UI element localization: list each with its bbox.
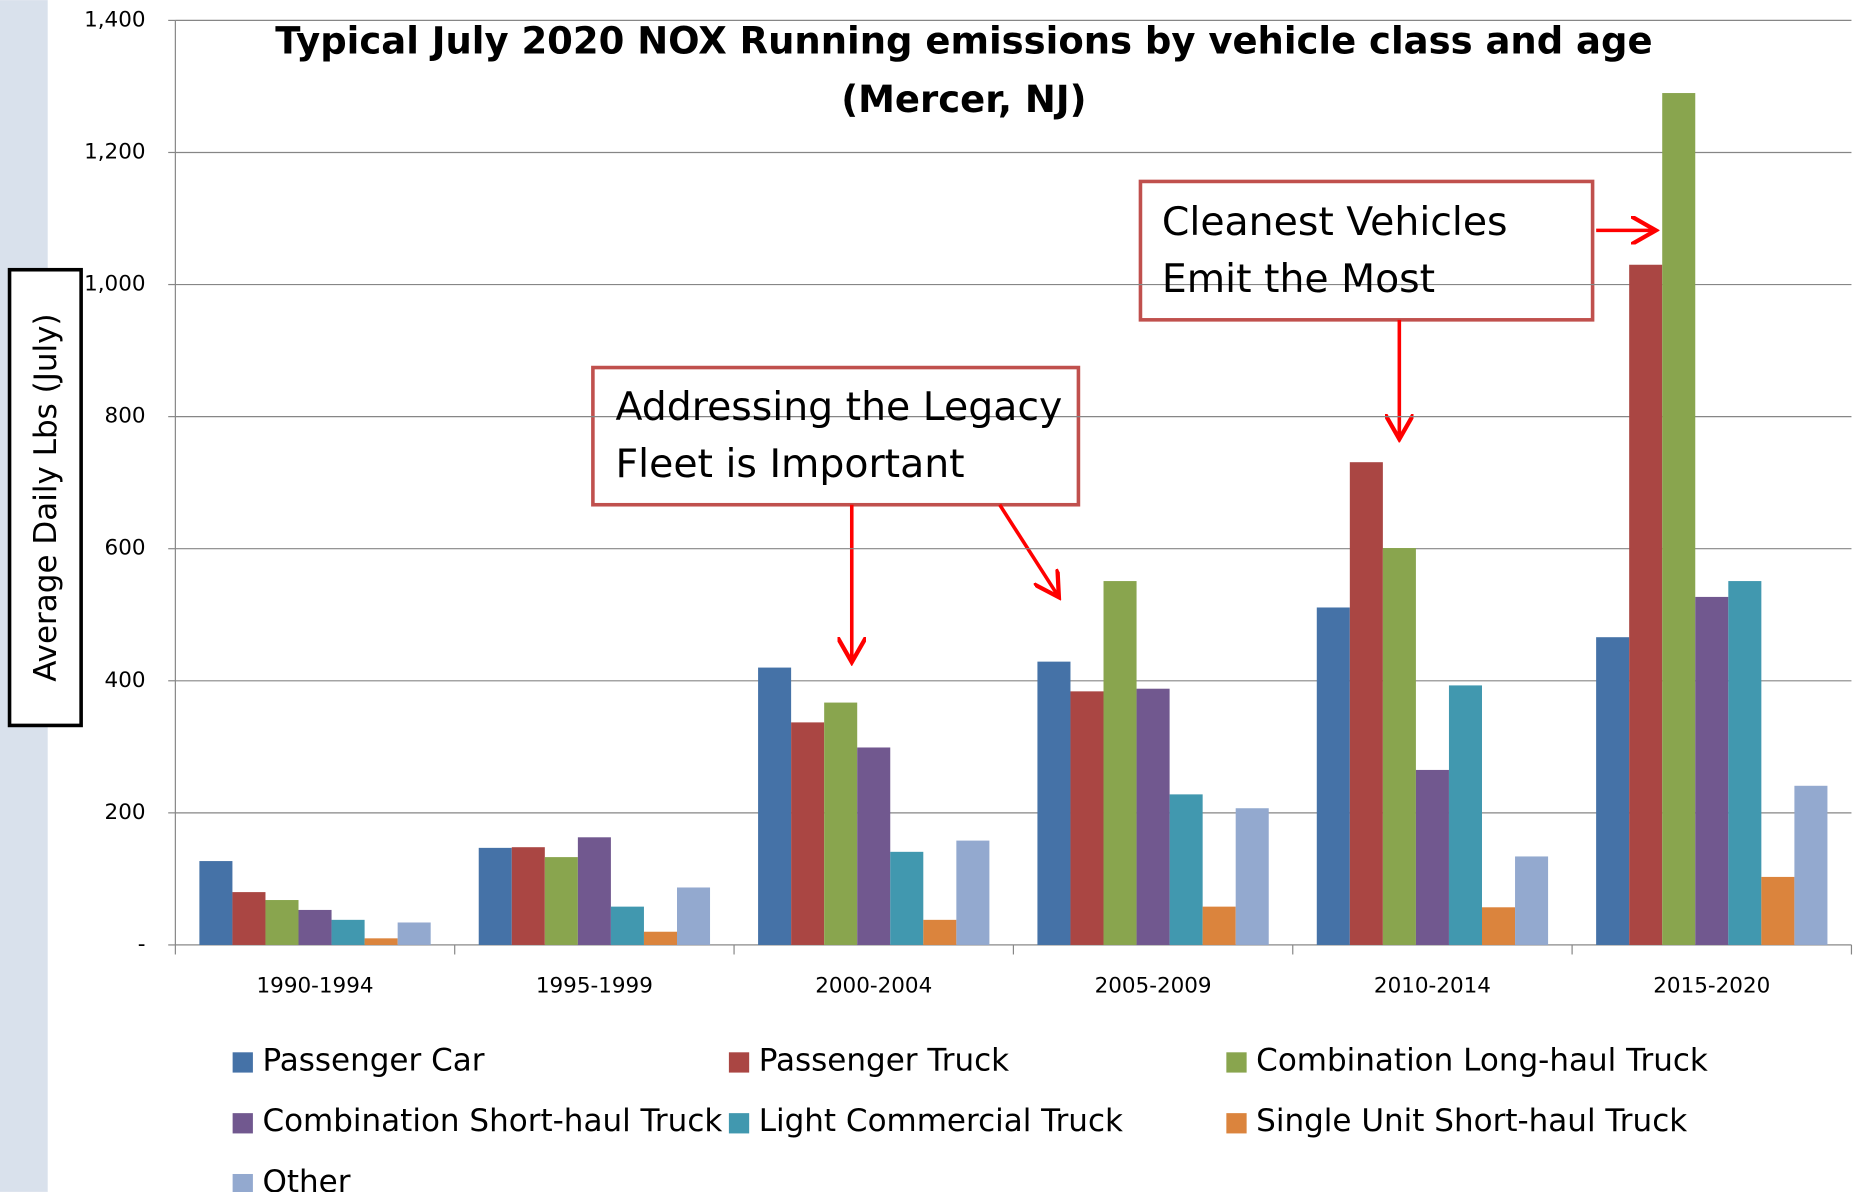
bar: [1382, 548, 1416, 945]
annotation-text: Cleanest Vehicles: [1162, 199, 1508, 245]
bar: [1235, 808, 1269, 945]
bar: [478, 847, 512, 945]
bar: [511, 847, 545, 945]
bar: [1794, 785, 1828, 945]
y-tick-label: 1,400: [84, 7, 145, 32]
bar: [1482, 907, 1516, 945]
bar: [1103, 581, 1137, 945]
bar: [1136, 688, 1170, 945]
bar: [1448, 685, 1483, 945]
chart-title: Typical July 2020 NOX Running emissions …: [275, 20, 1652, 63]
bar: [1316, 607, 1350, 945]
legend-label: Combination Long-haul Truck: [1256, 1042, 1708, 1078]
bar: [199, 861, 233, 945]
ylabel-box: [7, 267, 83, 728]
y-tick-label: 800: [105, 404, 146, 429]
x-tick-label: 2010-2014: [1374, 974, 1491, 999]
bar: [397, 922, 431, 945]
bar: [1596, 637, 1630, 945]
bar: [1728, 581, 1762, 945]
bar: [857, 747, 891, 945]
annotation-text: Fleet is Important: [616, 441, 965, 487]
legend-label: Combination Short-haul Truck: [262, 1103, 722, 1139]
bar: [1070, 691, 1104, 945]
bar: [577, 837, 611, 945]
x-tick-label: 1990-1994: [257, 974, 374, 999]
y-axis-label: Average Daily Lbs (July): [28, 313, 64, 681]
bar: [824, 702, 858, 945]
bar: [1662, 93, 1696, 945]
bar: [298, 909, 332, 945]
bar: [610, 906, 644, 945]
bar: [676, 887, 711, 945]
chart-title: (Mercer, NJ): [841, 78, 1086, 121]
annotation-box: [591, 365, 1081, 507]
bar: [791, 722, 825, 945]
annotation-box: [1138, 179, 1595, 322]
annotation-text: Emit the Most: [1162, 256, 1435, 302]
y-tick-label: 400: [105, 668, 146, 693]
y-tick-label: -: [138, 932, 146, 957]
bar: [1761, 876, 1795, 945]
y-tick-label: 1,200: [84, 139, 145, 164]
bar: [890, 851, 924, 945]
bar: [1515, 856, 1549, 945]
legend-swatch: [728, 1052, 750, 1073]
legend-label: Single Unit Short-haul Truck: [1256, 1103, 1687, 1139]
x-tick-label: 2015-2020: [1653, 974, 1770, 999]
bar: [544, 857, 578, 945]
legend-swatch: [1226, 1052, 1247, 1073]
legend-label: Passenger Truck: [759, 1042, 1009, 1078]
y-tick-label: 1,000: [84, 272, 145, 297]
bar: [232, 892, 266, 945]
legend-swatch: [728, 1113, 750, 1134]
annotations: [591, 179, 1652, 658]
arrow: [998, 503, 1057, 594]
legend-swatch: [232, 1173, 253, 1192]
legend-label: Other: [262, 1164, 350, 1192]
x-tick-label: 2005-2009: [1095, 974, 1212, 999]
legend-swatch: [232, 1113, 253, 1134]
legend-label: Light Commercial Truck: [759, 1103, 1123, 1139]
annotation-text: Addressing the Legacy: [616, 384, 1063, 430]
bar: [1169, 794, 1203, 945]
legend-swatch: [232, 1052, 253, 1073]
bar: [1349, 462, 1383, 945]
legend-swatch: [1226, 1113, 1247, 1134]
bar: [1629, 264, 1663, 945]
bar: [1037, 661, 1071, 945]
y-tick-label: 600: [105, 536, 146, 561]
bar: [364, 938, 398, 945]
x-tick-label: 1995-1999: [536, 974, 653, 999]
legend-label: Passenger Car: [262, 1042, 484, 1078]
bar: [956, 840, 990, 945]
x-tick-label: 2000-2004: [815, 974, 932, 999]
bar: [1202, 906, 1236, 945]
bar: [1695, 596, 1729, 945]
y-tick-label: 200: [105, 800, 146, 825]
bar: [1415, 769, 1449, 945]
bar: [265, 900, 299, 945]
bar: [923, 919, 957, 945]
bar: [643, 931, 677, 945]
bar: [758, 667, 792, 945]
bar: [331, 919, 365, 945]
